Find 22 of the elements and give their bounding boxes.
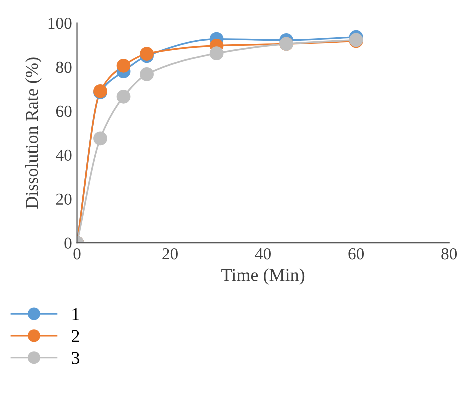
- legend-label: 2: [72, 330, 80, 342]
- point: [116, 58, 131, 73]
- x-tick-label: 20: [162, 248, 178, 260]
- legend-label: 1: [72, 308, 80, 320]
- y-axis-title: Dissolution Rate (%): [25, 58, 42, 209]
- point: [94, 132, 108, 146]
- x-tick-label: 60: [348, 248, 364, 260]
- y-tick-label: 100: [48, 18, 72, 30]
- y-tick-label: 60: [56, 106, 72, 118]
- point: [210, 46, 224, 61]
- x-tick-label: 40: [255, 248, 272, 260]
- y-tick-label: 0: [64, 238, 72, 250]
- y-tick-label: 40: [56, 150, 72, 162]
- point: [140, 68, 154, 82]
- point: [116, 90, 131, 104]
- x-tick-label: 80: [442, 248, 458, 260]
- y-tick-label: 80: [56, 62, 72, 74]
- point: [140, 47, 154, 61]
- y-tick-label: 20: [56, 194, 72, 206]
- x-axis-title: Time (Min): [222, 268, 305, 286]
- x-tick-label: 0: [74, 248, 81, 260]
- legend-label: 3: [72, 352, 80, 364]
